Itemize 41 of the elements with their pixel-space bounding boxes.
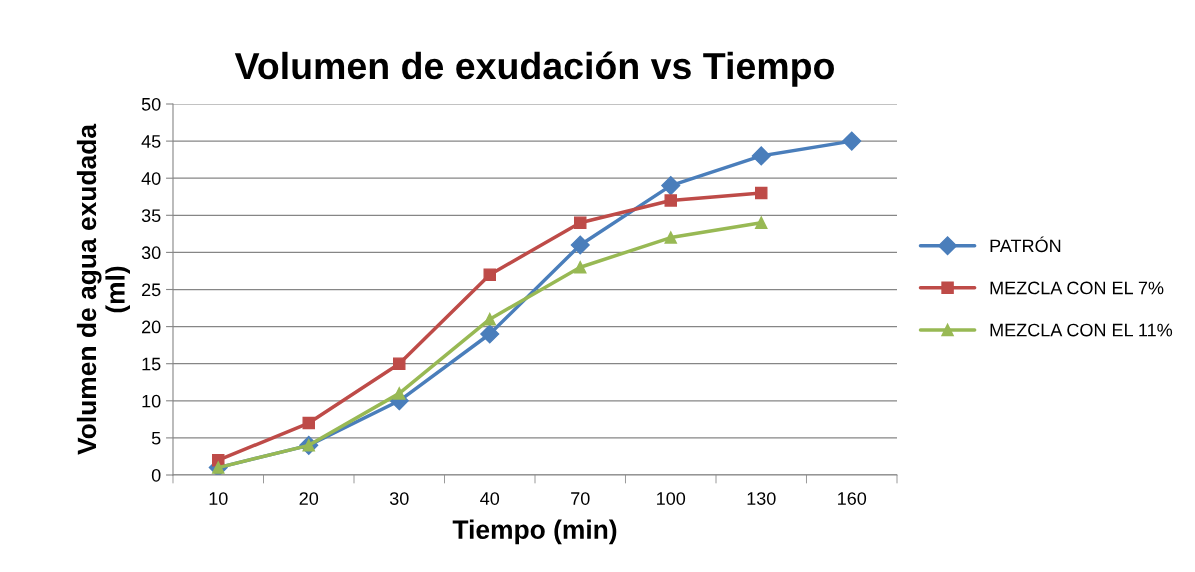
x-tick-label: 30 — [389, 492, 409, 505]
point — [573, 260, 587, 274]
x-tick-label: 10 — [209, 492, 228, 505]
legend-label: MEZCLA CON EL 7% — [990, 281, 1164, 295]
y-tick-label: 25 — [142, 283, 161, 297]
y-tick-label: 30 — [141, 246, 161, 260]
legend-label: PATRÓN — [990, 236, 1061, 253]
x-tick-label: 40 — [480, 492, 500, 505]
point — [664, 231, 678, 244]
point — [661, 176, 681, 196]
point — [480, 324, 500, 344]
point — [302, 416, 316, 430]
y-tick-label: 0 — [151, 468, 161, 482]
point — [573, 216, 587, 229]
y-tick-label: 45 — [141, 135, 161, 148]
point — [483, 268, 497, 281]
point — [483, 312, 497, 326]
point — [842, 131, 862, 151]
x-axis-title: Tiempo (min) — [452, 519, 617, 545]
y-axis-title: Volumen de agua exudada (ml) — [76, 123, 130, 455]
point — [754, 216, 768, 229]
y-tick-label: 10 — [142, 394, 161, 408]
x-tick-label: 160 — [838, 492, 867, 505]
y-tick-label: 35 — [141, 209, 161, 223]
x-tick-label: 130 — [747, 492, 776, 505]
x-tick-label: 20 — [299, 492, 319, 505]
y-tick-label: 15 — [142, 357, 161, 371]
y-tick-label: 5 — [151, 432, 161, 445]
y-tick-label: 40 — [141, 172, 161, 185]
point — [392, 387, 406, 400]
x-tick-label: 100 — [657, 492, 686, 505]
chart-title: Volumen de exudación vs Tiempo — [234, 51, 834, 87]
x-tick-label: 70 — [571, 492, 590, 505]
y-tick-label: 50 — [141, 97, 161, 111]
point — [754, 186, 768, 200]
legend-label: MEZCLA CON EL 11% — [990, 323, 1173, 337]
point — [751, 146, 771, 166]
point — [664, 194, 678, 207]
point — [570, 235, 590, 255]
point — [392, 357, 406, 370]
y-tick-label: 20 — [142, 320, 161, 334]
